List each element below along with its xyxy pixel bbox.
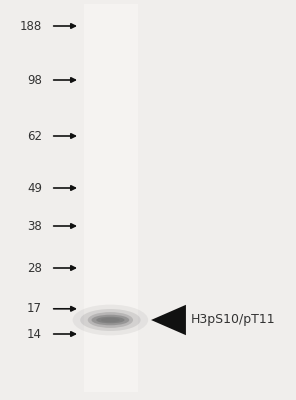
Ellipse shape [88,312,133,328]
Ellipse shape [101,318,120,322]
Text: 14: 14 [27,328,42,340]
Text: 98: 98 [27,74,42,86]
Text: 17: 17 [27,302,42,315]
Text: 62: 62 [27,130,42,142]
Text: 38: 38 [27,220,42,232]
Text: H3pS10/pT11: H3pS10/pT11 [190,314,275,326]
Text: 28: 28 [27,262,42,274]
Ellipse shape [96,317,125,323]
Ellipse shape [91,315,129,325]
Ellipse shape [80,309,141,331]
Text: 49: 49 [27,182,42,194]
Ellipse shape [73,305,148,335]
Bar [84,4,138,392]
Text: 188: 188 [20,20,42,32]
Polygon shape [151,305,186,335]
